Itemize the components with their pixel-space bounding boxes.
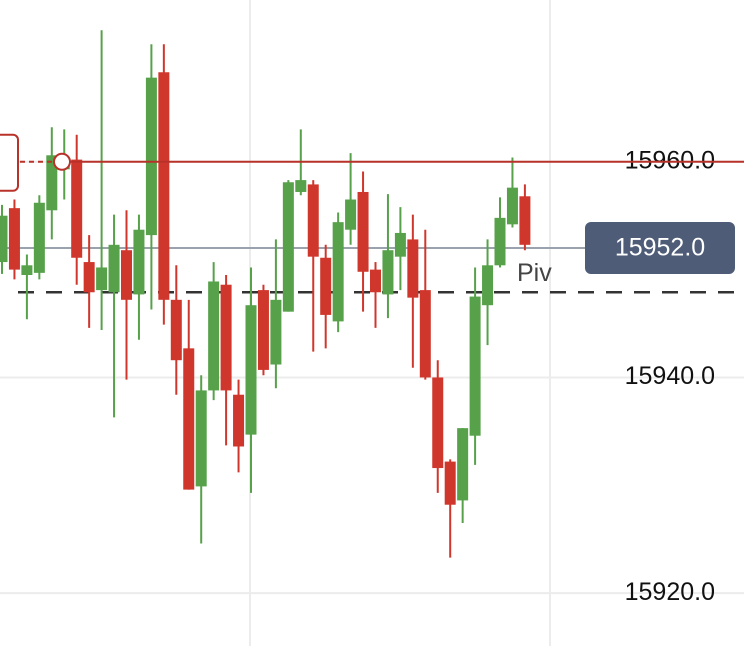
candle-body — [469, 296, 481, 436]
candle-body — [96, 267, 108, 291]
last-price-tag — [585, 222, 735, 275]
candle-body — [382, 250, 394, 295]
candle-body — [33, 202, 45, 273]
candle-body — [83, 262, 95, 293]
overlay: 15960.0 15940.0 15920.0 Piv 15952.0 — [0, 133, 744, 606]
pivot-label: Piv — [517, 259, 552, 287]
candle-body — [133, 229, 145, 295]
candle-body — [419, 290, 431, 378]
candle-body — [519, 196, 531, 245]
candle-body — [8, 208, 20, 270]
candle-body — [444, 461, 456, 505]
candle-body — [183, 348, 195, 490]
candle-body — [320, 257, 332, 315]
candle-body — [407, 239, 419, 298]
candles — [0, 30, 531, 558]
candle-body — [0, 215, 8, 263]
candle-body — [220, 284, 232, 391]
candle-body — [71, 159, 83, 258]
candle-body — [145, 77, 157, 236]
candle-body — [21, 265, 33, 276]
candle-body — [357, 191, 369, 272]
y-tick-label: 15960.0 — [625, 146, 715, 174]
candle-body — [332, 222, 344, 322]
order-handle — [53, 152, 71, 171]
candle-body — [195, 390, 207, 487]
candle-body — [345, 199, 357, 230]
order-box — [0, 133, 19, 192]
candle-body — [245, 305, 257, 435]
y-tick-label: 15940.0 — [625, 362, 715, 390]
candle-body — [270, 299, 282, 365]
candle-body — [233, 394, 245, 447]
candle-body — [370, 269, 381, 293]
candle-body — [158, 72, 170, 300]
candle-body — [506, 187, 518, 225]
candle-body — [257, 290, 269, 370]
candle-body — [282, 182, 294, 312]
candle-body — [482, 265, 494, 306]
candle-body — [295, 180, 307, 192]
candle-body — [432, 377, 444, 469]
candle-body — [307, 184, 319, 257]
candle-body — [208, 281, 220, 391]
candle-body — [494, 217, 506, 266]
candle-body — [457, 428, 469, 501]
candle-body — [394, 232, 406, 257]
candle-body — [46, 155, 58, 211]
candle-body — [170, 299, 182, 361]
last-price-label: 15952.0 — [615, 234, 705, 262]
candle-body — [108, 244, 120, 293]
candle-body — [121, 250, 132, 300]
y-tick-label: 15920.0 — [625, 578, 715, 606]
